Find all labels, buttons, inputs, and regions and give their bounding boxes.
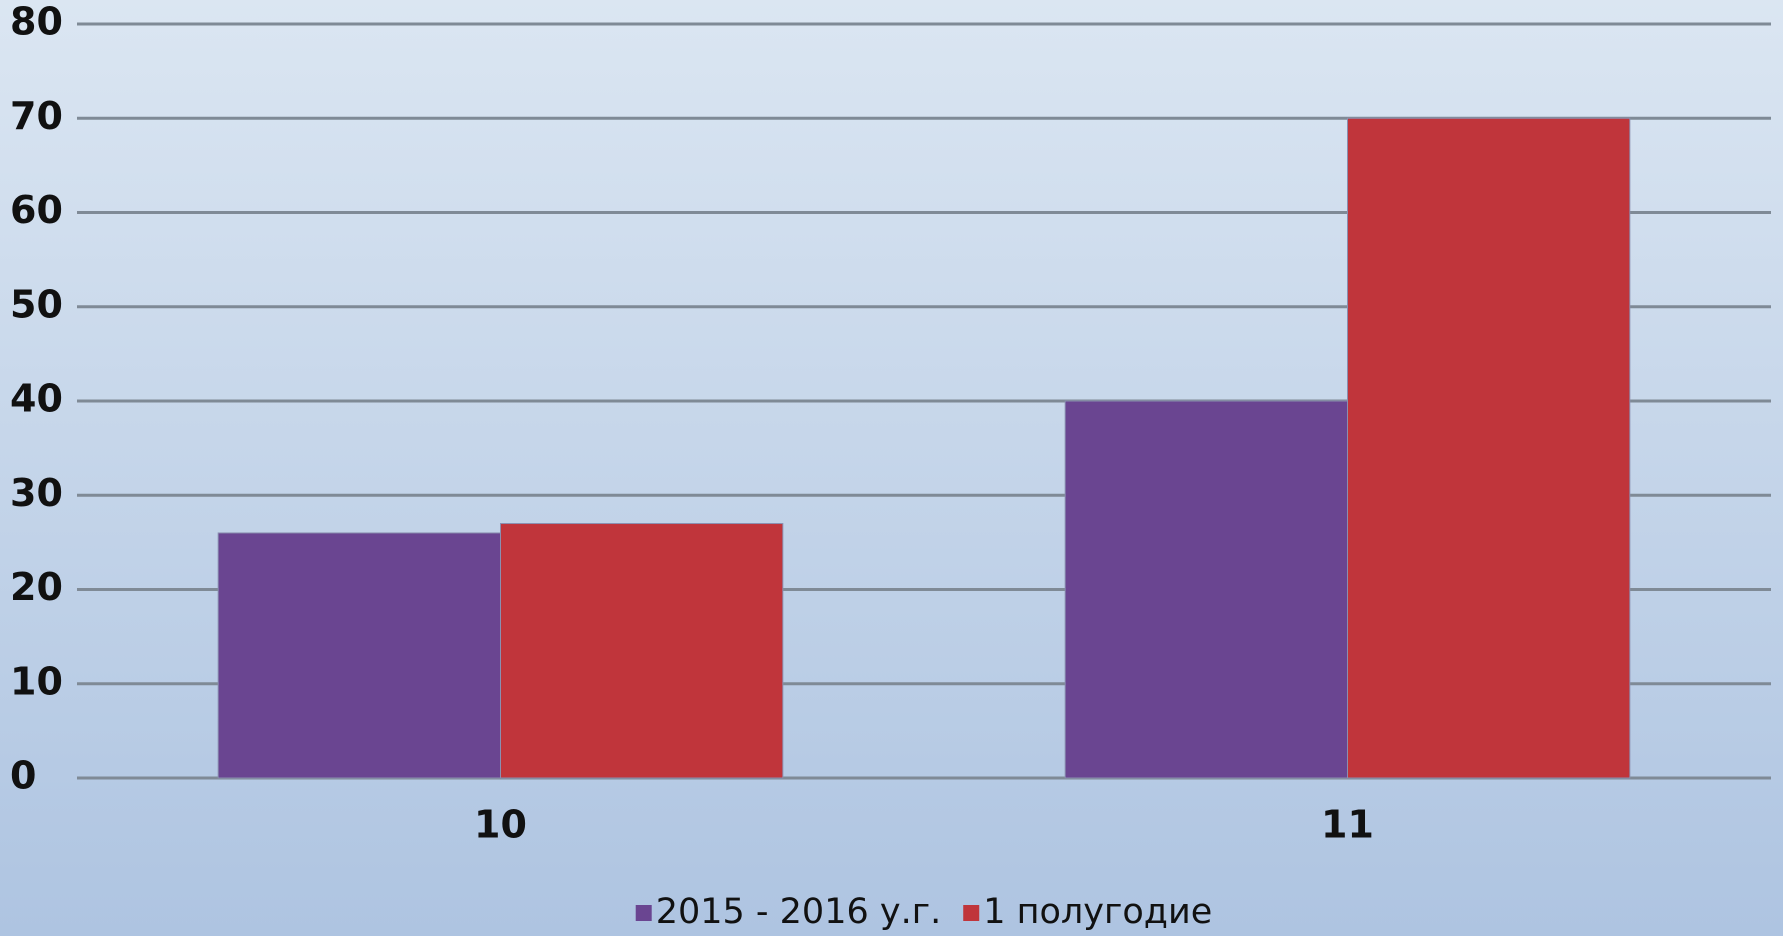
legend-label: 2015 - 2016 у.г. [656,892,942,932]
y-tick-label: 10 [10,659,63,703]
y-tick-label: 20 [10,565,63,609]
y-tick-label: 80 [10,0,63,44]
x-tick-label: 10 [474,803,527,847]
bar [217,532,502,779]
legend-label: 1 полугодие [983,892,1212,932]
y-tick-label: 60 [10,188,63,232]
legend-swatch [963,905,980,921]
y-tick-label: 30 [10,471,63,515]
bar [1347,117,1631,779]
y-tick-label: 40 [10,377,63,421]
y-tick-label: 0 [10,754,36,798]
bar [1064,400,1348,779]
legend-swatch [635,905,652,921]
y-tick-label: 50 [10,282,63,326]
y-tick-label: 70 [10,94,63,138]
x-tick-label: 11 [1321,803,1374,847]
bar [500,523,784,779]
